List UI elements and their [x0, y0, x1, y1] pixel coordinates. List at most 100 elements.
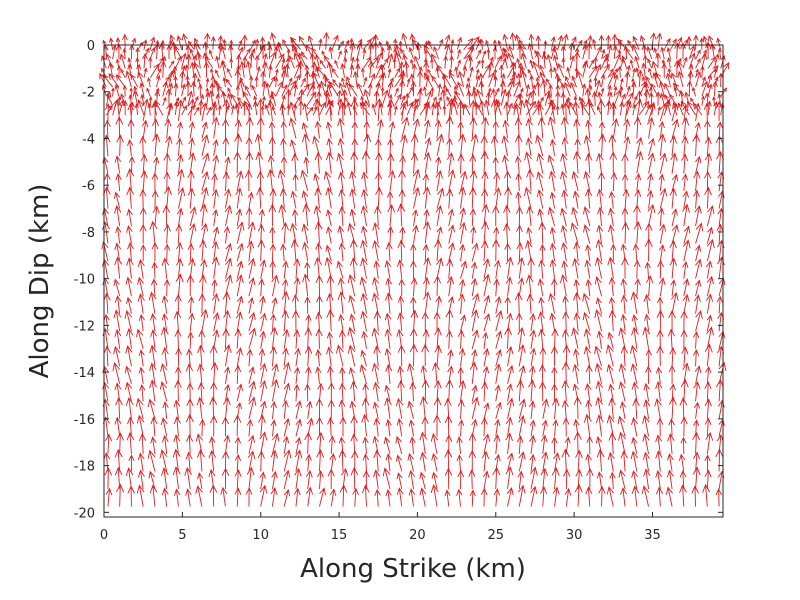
arrow-head: [259, 330, 266, 339]
field-arrow: [598, 485, 606, 507]
arrow-head: [607, 256, 616, 266]
arrow-shaft: [610, 297, 614, 314]
field-arrow: [608, 207, 615, 227]
arrow-head: [288, 77, 293, 82]
field-arrow: [598, 133, 607, 157]
field-arrow: [275, 81, 283, 97]
field-arrow: [480, 487, 488, 507]
arrow-head: [361, 330, 368, 339]
arrow-shaft: [387, 94, 392, 106]
arrow-shaft: [683, 136, 687, 157]
arrow-head: [302, 77, 306, 83]
arrow-head: [140, 153, 148, 162]
arrow-shaft: [244, 101, 251, 116]
arrow-shaft: [471, 490, 474, 507]
arrow-shaft: [340, 243, 344, 262]
arrow-shaft: [471, 293, 479, 314]
arrow-shaft: [315, 67, 320, 78]
field-arrow: [270, 487, 278, 507]
field-arrow: [692, 466, 701, 489]
arrow-shaft: [659, 103, 666, 122]
arrow-shaft: [153, 279, 156, 297]
field-arrow: [375, 171, 382, 192]
field-arrow: [483, 313, 491, 332]
arrow-head: [642, 451, 650, 460]
field-arrow: [551, 383, 558, 402]
field-arrow: [695, 279, 702, 297]
arrow-shaft: [671, 119, 678, 139]
field-arrow: [151, 241, 159, 262]
arrow-shaft: [193, 96, 199, 106]
field-arrow: [520, 70, 527, 88]
arrow-shaft: [319, 449, 321, 472]
arrow-shaft: [483, 434, 489, 454]
field-arrow: [127, 241, 134, 262]
field-arrow: [114, 295, 122, 314]
arrow-shaft: [351, 189, 356, 209]
arrow-head: [271, 274, 279, 284]
field-arrow: [212, 209, 219, 227]
arrow-head: [459, 221, 467, 231]
arrow-shaft: [424, 209, 428, 227]
arrow-shaft: [248, 192, 253, 209]
arrow-head: [136, 414, 145, 424]
arrow-shaft: [337, 345, 344, 367]
arrow-head: [503, 204, 511, 214]
arrow-shaft: [340, 278, 344, 297]
field-arrow: [481, 240, 489, 262]
arrow-head: [225, 257, 233, 267]
arrow-head: [320, 101, 326, 108]
arrow-head: [466, 76, 471, 82]
arrow-shaft: [225, 226, 228, 244]
field-arrow: [137, 99, 145, 116]
arrow-head: [199, 203, 208, 213]
arrow-shaft: [388, 242, 391, 262]
field-arrow: [704, 186, 712, 209]
arrow-shaft: [256, 66, 260, 78]
field-arrow: [506, 312, 513, 332]
arrow-shaft: [225, 435, 229, 454]
arrow-shaft: [495, 454, 499, 472]
arrow-shaft: [189, 223, 195, 244]
arrow-head: [395, 397, 404, 407]
field-arrow: [573, 348, 580, 367]
arrow-shaft: [349, 295, 356, 314]
field-arrow: [481, 116, 489, 139]
field-arrow: [410, 243, 417, 262]
arrow-head: [103, 452, 111, 460]
field-arrow: [410, 260, 417, 279]
arrow-shaft: [106, 293, 109, 314]
field-arrow: [181, 83, 186, 97]
arrow-head: [560, 152, 568, 162]
arrow-head: [494, 259, 501, 268]
field-arrow: [227, 87, 233, 97]
field-arrow: [319, 101, 326, 116]
arrow-head: [382, 89, 389, 97]
arrow-shaft: [119, 135, 121, 157]
field-arrow: [671, 173, 679, 192]
field-arrow: [571, 327, 579, 349]
arrow-head: [166, 102, 173, 111]
arrow-shaft: [254, 101, 258, 116]
arrow-head: [716, 121, 723, 129]
field-arrow: [173, 434, 181, 454]
field-arrow: [630, 450, 639, 472]
arrow-shaft: [283, 418, 289, 437]
field-arrow: [339, 484, 348, 507]
field-arrow: [693, 451, 701, 472]
field-arrow: [270, 90, 277, 106]
field-arrow: [373, 260, 381, 279]
arrow-shaft: [669, 434, 673, 454]
field-arrow: [258, 278, 265, 297]
arrow-head: [459, 243, 466, 251]
arrow-shaft: [244, 85, 251, 97]
field-arrow: [516, 224, 523, 244]
arrow-head: [138, 349, 145, 357]
arrow-head: [594, 362, 603, 372]
field-arrow: [338, 436, 346, 454]
field-arrow: [680, 416, 688, 437]
arrow-shaft: [518, 485, 524, 507]
field-arrow: [504, 242, 511, 262]
arrow-head: [370, 73, 376, 80]
arrow-head: [246, 348, 253, 356]
